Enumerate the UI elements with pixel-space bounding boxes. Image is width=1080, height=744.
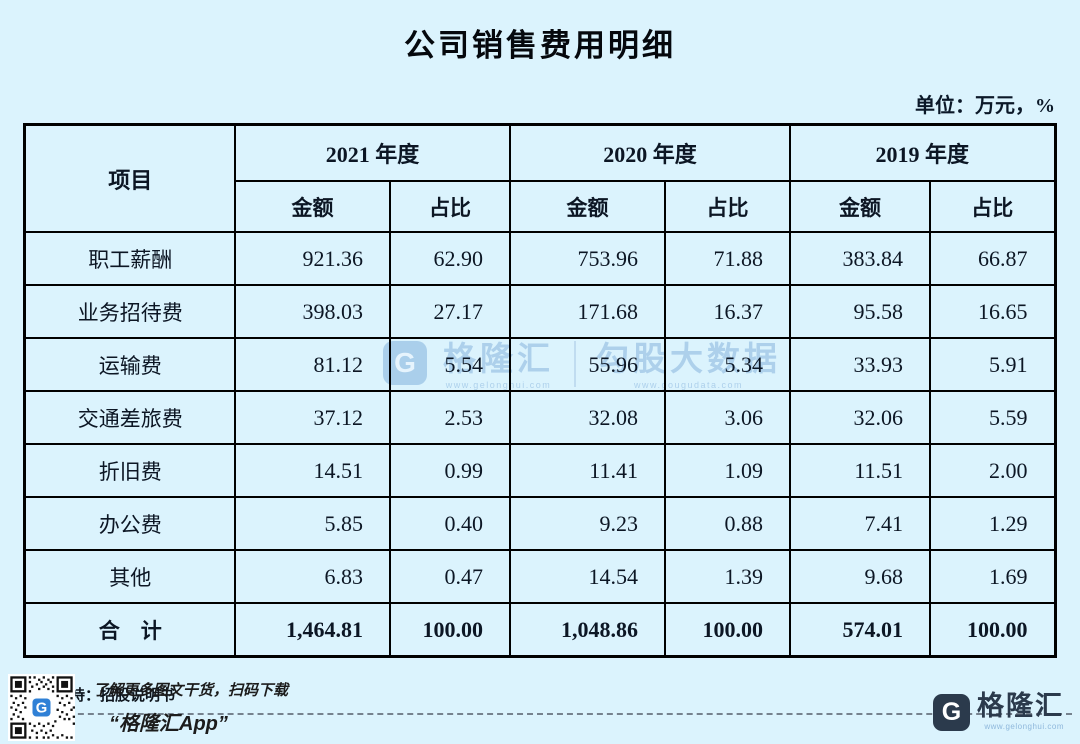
row-value: 1.29 — [928, 496, 1057, 551]
row-value: 171.68 — [508, 284, 666, 339]
row-item-label: 交通差旅费 — [23, 390, 236, 445]
row-value: 0.47 — [388, 549, 511, 604]
row-item-label: 折旧费 — [23, 443, 236, 498]
row-value: 100.00 — [928, 602, 1057, 658]
row-value: 1.09 — [663, 443, 792, 498]
table-row: 交通差旅费 37.12 2.53 32.08 3.06 32.06 5.59 — [23, 390, 1057, 445]
header-ratio-2021: 占比 — [388, 180, 511, 233]
row-value: 3.06 — [663, 390, 792, 445]
row-value: 1,464.81 — [233, 602, 391, 658]
row-value: 37.12 — [233, 390, 391, 445]
qr-code-icon: G — [8, 673, 75, 741]
table-body: 职工薪酬 921.36 62.90 753.96 71.88 383.84 66.87 业务招… — [23, 231, 1057, 658]
page-title: 公司销售费用明细 — [404, 28, 676, 63]
app-name: “格隆汇App” — [109, 712, 228, 735]
promo-text: 了解更多图文干货，扫码下载 — [93, 681, 289, 699]
row-value: 14.51 — [233, 443, 391, 498]
row-item-label: 其他 — [23, 549, 236, 604]
row-value: 1.39 — [663, 549, 792, 604]
svg-text:G: G — [36, 700, 47, 716]
row-value: 0.88 — [663, 496, 792, 551]
row-value: 81.12 — [233, 337, 391, 392]
table-row: 职工薪酬 921.36 62.90 753.96 71.88 383.84 66.87 — [23, 231, 1057, 286]
header-year-2020: 2020 年度 — [508, 123, 792, 182]
row-value: 398.03 — [233, 284, 391, 339]
bottom-bar: G 了解更多图文干货，扫码下载 “格隆汇App” G 格隆汇 www.gelon… — [0, 670, 1080, 744]
table-row: 业务招待费 398.03 27.17 171.68 16.37 95.58 16.65 — [23, 284, 1057, 339]
row-value: 7.41 — [789, 496, 931, 551]
table-row: 其他 6.83 0.47 14.54 1.39 9.68 1.69 — [23, 549, 1057, 604]
row-item-label: 办公费 — [23, 496, 236, 551]
row-value: 1.69 — [928, 549, 1057, 604]
row-value: 1,048.86 — [508, 602, 666, 658]
gelonghui-logo-icon: G — [933, 693, 970, 731]
row-value: 16.65 — [928, 284, 1057, 339]
row-value: 2.53 — [388, 390, 511, 445]
table-row: 运输费 81.12 5.54 55.96 5.34 33.93 5.91 — [23, 337, 1057, 392]
row-value: 95.58 — [789, 284, 931, 339]
header-amount-2020: 金额 — [508, 180, 666, 233]
dashed-separator — [8, 713, 1072, 715]
row-value: 11.41 — [508, 443, 666, 498]
unit-note: 单位：万元，% — [915, 95, 1055, 117]
total-row: 合 计 1,464.81 100.00 1,048.86 100.00 574.01 100… — [23, 602, 1057, 658]
row-value: 0.99 — [388, 443, 511, 498]
row-value: 5.54 — [388, 337, 511, 392]
brand-logo: G 格隆汇 www.gelonghui.com — [933, 693, 1064, 731]
row-value: 5.85 — [233, 496, 391, 551]
row-value: 11.51 — [789, 443, 931, 498]
row-value: 62.90 — [388, 231, 511, 286]
header-year-2021: 2021 年度 — [233, 123, 511, 182]
row-value: 55.96 — [508, 337, 666, 392]
row-value: 16.37 — [663, 284, 792, 339]
row-value: 100.00 — [388, 602, 511, 658]
header-year-2019: 2019 年度 — [788, 123, 1057, 182]
row-value: 753.96 — [508, 231, 666, 286]
row-value: 33.93 — [789, 337, 931, 392]
row-value: 6.83 — [233, 549, 391, 604]
row-value: 9.23 — [508, 496, 666, 551]
row-value: 2.00 — [928, 443, 1057, 498]
row-value: 27.17 — [388, 284, 511, 339]
brand-name: 格隆汇 — [977, 691, 1064, 721]
expense-table: 项目 2021 年度 2020 年度 2019 年度 金额 占比 金额 占比 金… — [23, 123, 1057, 658]
row-value: 5.34 — [663, 337, 792, 392]
row-value: 5.59 — [928, 390, 1057, 445]
row-value: 5.91 — [928, 337, 1057, 392]
row-value: 32.06 — [789, 390, 931, 445]
row-item-label: 运输费 — [23, 337, 236, 392]
brand-url: www.gelonghui.com — [984, 722, 1064, 731]
header-amount-2021: 金额 — [233, 180, 391, 233]
header-item: 项目 — [23, 123, 236, 233]
row-value: 14.54 — [508, 549, 666, 604]
table-row: 折旧费 14.51 0.99 11.41 1.09 11.51 2.00 — [23, 443, 1057, 498]
row-value: 71.88 — [663, 231, 792, 286]
row-value: 921.36 — [233, 231, 391, 286]
header-ratio-2020: 占比 — [663, 180, 792, 233]
row-value: 574.01 — [789, 602, 931, 658]
row-value: 0.40 — [388, 496, 511, 551]
row-value: 32.08 — [508, 390, 666, 445]
table-header: 项目 2021 年度 2020 年度 2019 年度 金额 占比 金额 占比 金… — [23, 123, 1057, 233]
row-value: 383.84 — [789, 231, 931, 286]
header-amount-2019: 金额 — [789, 180, 931, 233]
table-row: 办公费 5.85 0.40 9.23 0.88 7.41 1.29 — [23, 496, 1057, 551]
header-ratio-2019: 占比 — [928, 180, 1057, 233]
row-value: 100.00 — [663, 602, 792, 658]
row-value: 9.68 — [789, 549, 931, 604]
row-item-label: 合 计 — [23, 602, 236, 658]
row-value: 66.87 — [928, 231, 1057, 286]
row-item-label: 职工薪酬 — [23, 231, 236, 286]
row-item-label: 业务招待费 — [23, 284, 236, 339]
